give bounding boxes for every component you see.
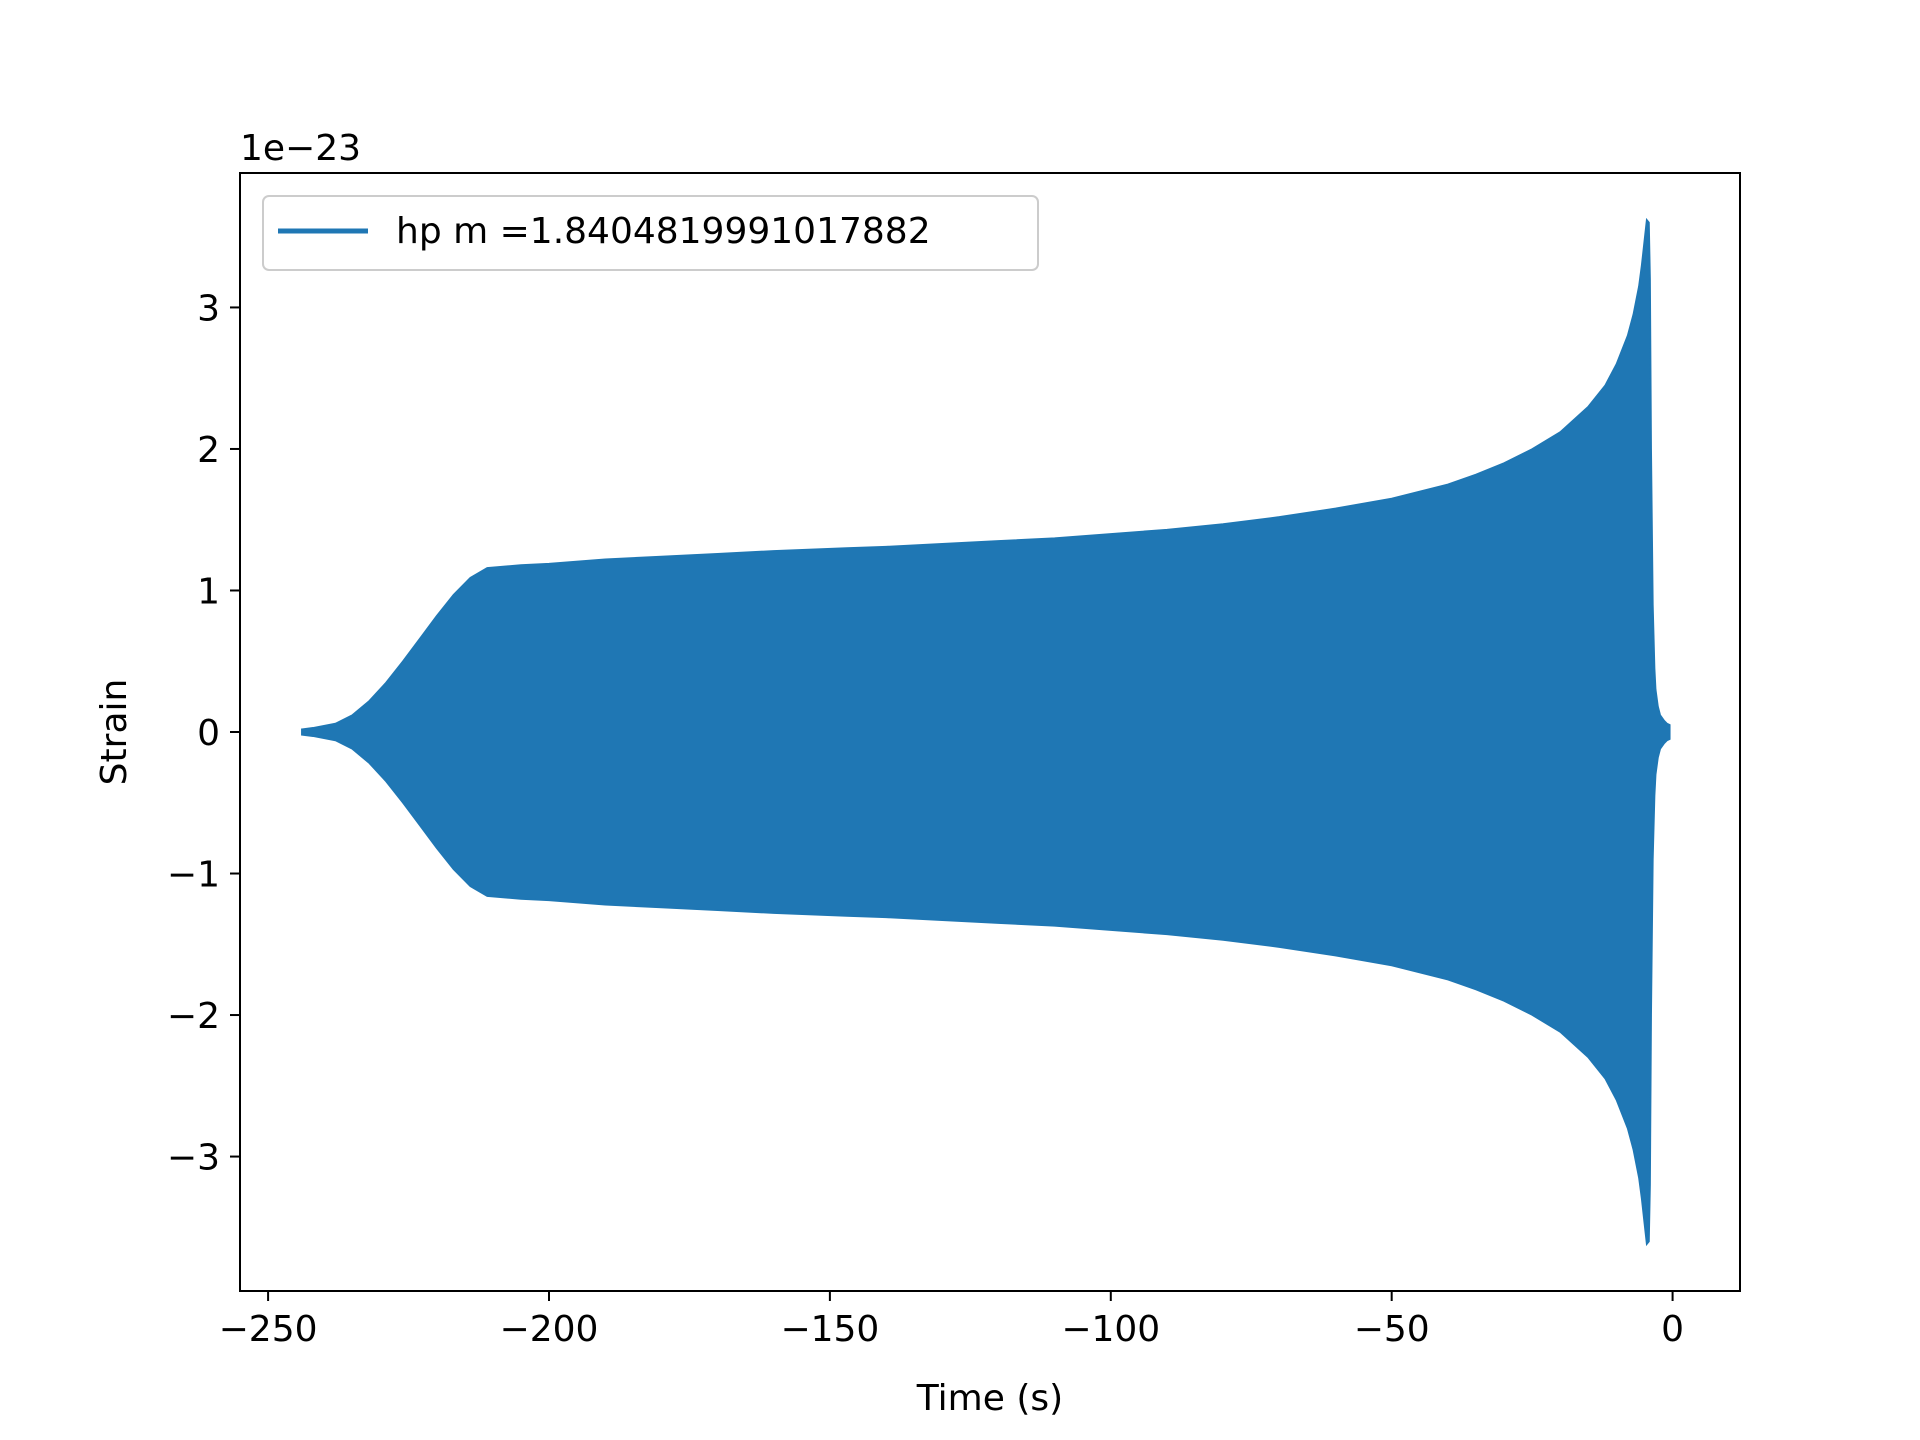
plot-area: [239, 172, 1741, 1292]
y-tick-label: 2: [197, 430, 220, 471]
y-axis-offset-label: 1e−23: [240, 128, 361, 169]
x-axis-ticks: −250 −200 −150 −100 −50 0: [219, 1291, 1684, 1350]
legend: hp m =1.8404819991017882: [262, 195, 1039, 271]
legend-box: [262, 195, 1039, 271]
x-tick-label: 0: [1661, 1309, 1684, 1350]
y-tick-label: 1: [197, 571, 220, 612]
series-hp-waveform: [301, 217, 1671, 1247]
x-tick-label: −150: [780, 1309, 879, 1350]
x-axis-label: Time (s): [916, 1378, 1063, 1419]
y-tick-label: 3: [197, 288, 220, 329]
y-tick-label: −2: [167, 996, 220, 1037]
x-tick-label: −200: [500, 1309, 599, 1350]
legend-entry-label: hp m =1.8404819991017882: [396, 211, 931, 252]
x-tick-label: −250: [219, 1309, 318, 1350]
y-tick-label: 0: [197, 713, 220, 754]
y-axis-ticks: −3 −2 −1 0 1 2 3: [167, 288, 240, 1179]
x-tick-label: −50: [1354, 1309, 1430, 1350]
y-tick-label: −1: [167, 855, 220, 896]
y-tick-label: −3: [167, 1138, 220, 1179]
y-axis-label: Strain: [94, 679, 135, 786]
x-tick-label: −100: [1061, 1309, 1160, 1350]
